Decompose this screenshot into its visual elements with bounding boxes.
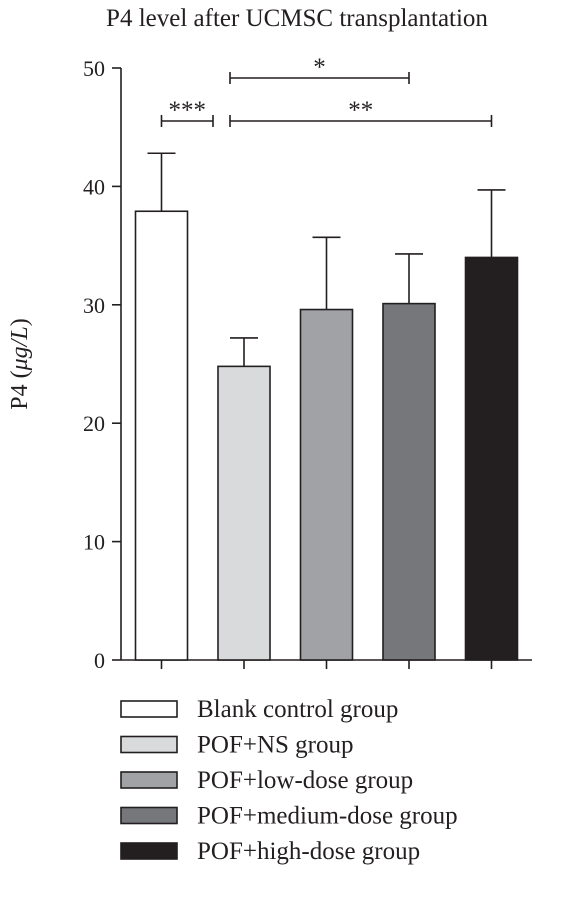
bar [299, 308, 354, 661]
significance-label: * [313, 54, 326, 81]
significance-label: *** [169, 97, 207, 124]
y-tick-label: 0 [94, 648, 105, 673]
legend-label: POF+high-dose group [197, 838, 420, 865]
error-bars [147, 152, 506, 367]
y-axis-label-unit: μg/L [7, 326, 33, 371]
significance-label: ** [348, 97, 373, 124]
legend: Blank control group POF+NS group POF+low-d… [120, 696, 458, 865]
legend-swatch [120, 806, 178, 825]
legend-swatch [120, 700, 178, 718]
y-tick-label: 10 [83, 530, 105, 555]
y-tick-label: 40 [83, 174, 105, 199]
x-axis [121, 659, 532, 669]
y-tick-label: 30 [83, 293, 105, 318]
y-tick-label: 50 [83, 56, 105, 81]
bar [382, 302, 436, 661]
y-axis-label-main: P4 ( [7, 370, 33, 409]
legend-label: POF+medium-dose group [197, 803, 458, 830]
legend-swatch [120, 771, 178, 789]
y-axis-label-close: ) [7, 318, 33, 326]
legend-swatch [120, 735, 178, 754]
legend-label: POF+NS group [197, 732, 354, 759]
legend-label: POF+low-dose group [197, 767, 413, 794]
bars [134, 210, 519, 661]
legend-swatch [120, 842, 178, 860]
y-tick-label: 20 [83, 411, 105, 436]
y-axis: 0 10 20 30 40 50 [83, 56, 122, 673]
bar [464, 256, 519, 661]
chart-title: P4 level after UCMSC transplantation [106, 5, 488, 32]
significance-brackets: ****** [160, 54, 493, 127]
bar [217, 365, 271, 661]
bar [134, 210, 189, 661]
legend-label: Blank control group [197, 696, 398, 723]
y-axis-label: P4 (μg/L) [7, 318, 33, 409]
